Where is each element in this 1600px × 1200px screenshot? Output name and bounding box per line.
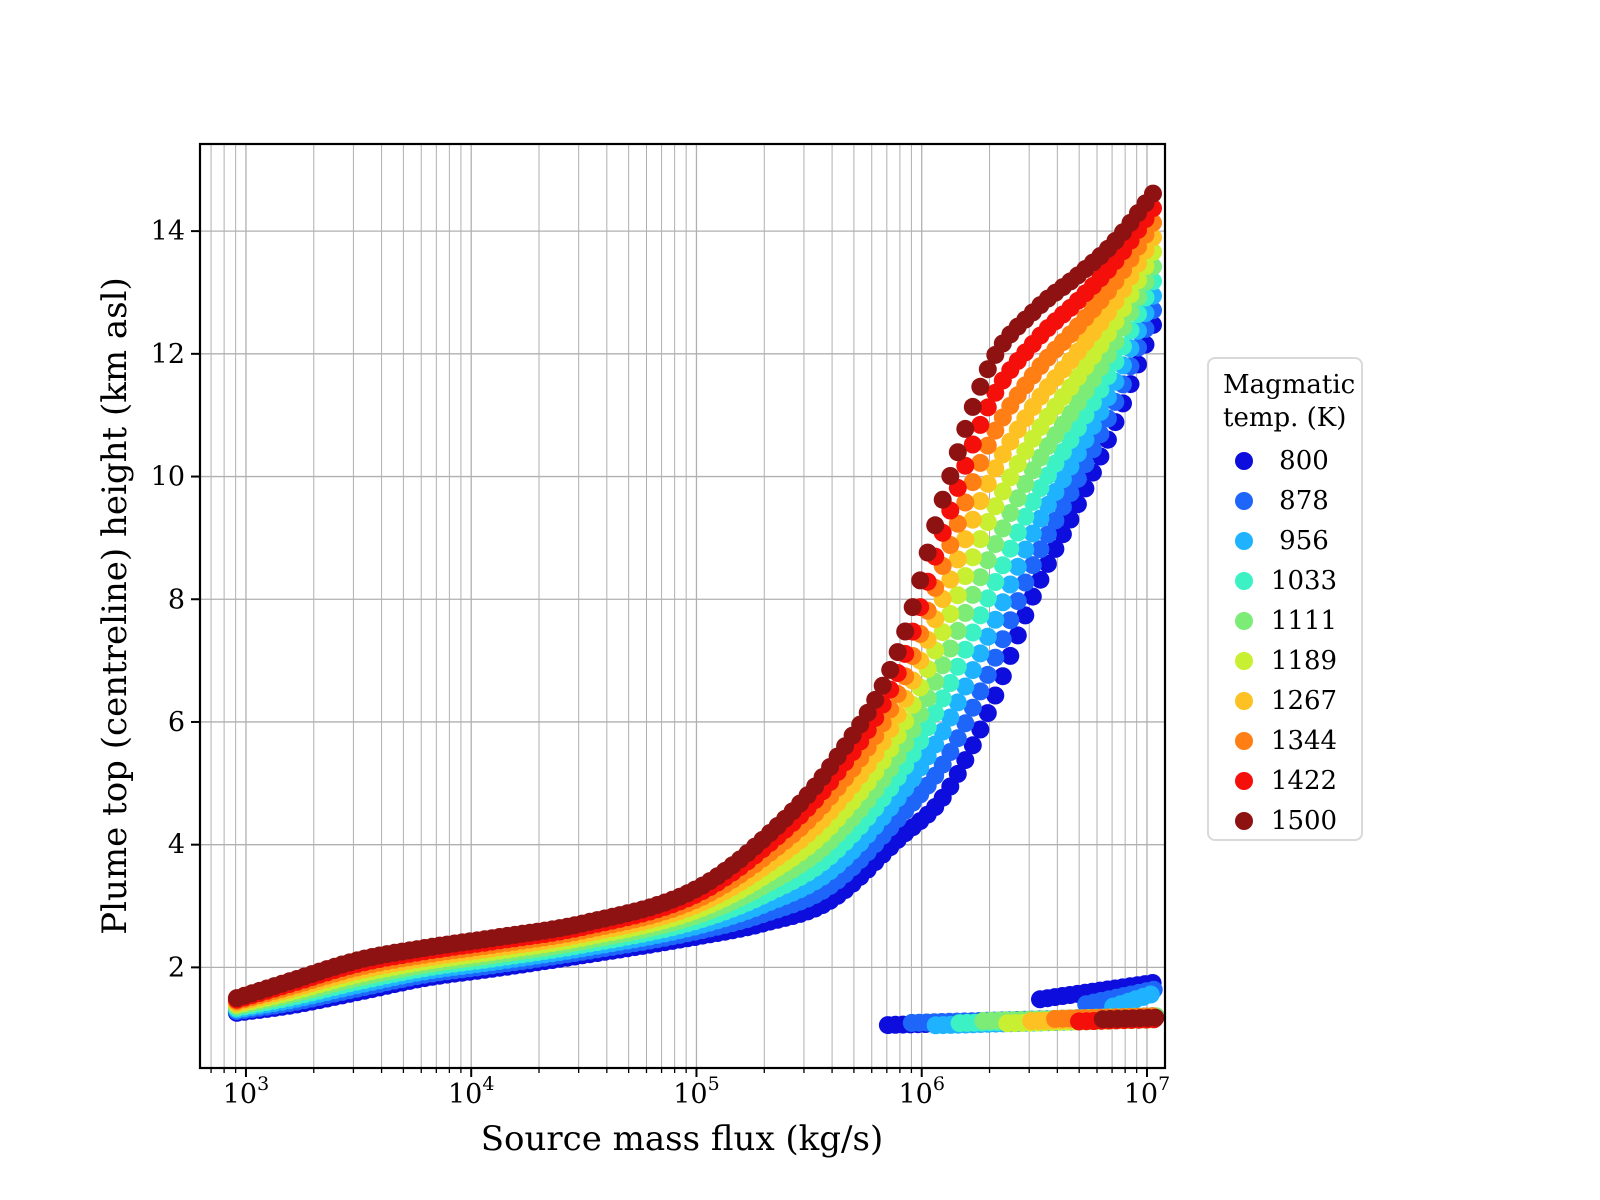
legend-label: 956 xyxy=(1279,526,1329,557)
legend-title: Magmatic temp. (K) xyxy=(1223,369,1355,435)
x-tick-label: 104 xyxy=(448,1073,494,1110)
legend-title-line1: Magmatic xyxy=(1223,370,1356,400)
y-tick-label: 6 xyxy=(168,707,185,738)
legend-swatch xyxy=(1235,772,1253,791)
legend-entry-1267: 1267 xyxy=(1223,681,1355,721)
axes xyxy=(191,142,1167,1077)
legend-entry-1422: 1422 xyxy=(1223,761,1355,801)
legend: Magmatic temp. (K) 800 878 956 1033 1111 1189… xyxy=(1207,357,1363,841)
legend-label: 1189 xyxy=(1270,646,1338,677)
legend-label: 1033 xyxy=(1270,566,1338,597)
x-tick-label: 105 xyxy=(673,1073,719,1110)
legend-entry-1189: 1189 xyxy=(1223,641,1355,681)
legend-entry-956: 956 xyxy=(1223,521,1355,561)
y-tick-label: 10 xyxy=(151,462,185,493)
y-tick-label: 2 xyxy=(168,952,185,983)
y-tick-label: 14 xyxy=(151,216,185,247)
legend-swatch xyxy=(1235,652,1253,671)
x-tick-label: 103 xyxy=(223,1073,269,1110)
legend-title-line2: temp. (K) xyxy=(1223,403,1347,434)
x-tick-label: 106 xyxy=(898,1073,944,1110)
y-tick-label: 8 xyxy=(168,584,185,615)
legend-label: 800 xyxy=(1279,446,1329,477)
y-tick-label: 12 xyxy=(151,339,185,370)
scatter-points xyxy=(227,184,1165,1035)
legend-entry-800: 800 xyxy=(1223,441,1355,481)
y-tick-label: 4 xyxy=(168,830,185,861)
legend-swatch xyxy=(1235,452,1253,471)
legend-swatch xyxy=(1235,812,1253,831)
series-1500 xyxy=(227,184,1165,1029)
legend-entry-1033: 1033 xyxy=(1223,561,1355,601)
legend-swatch xyxy=(1235,492,1253,511)
legend-label: 1111 xyxy=(1270,606,1338,637)
legend-label: 1500 xyxy=(1270,806,1338,837)
legend-entry-1111: 1111 xyxy=(1223,601,1355,641)
y-axis-label: Plume top (centreline) height (km asl) xyxy=(95,277,135,935)
legend-entry-878: 878 xyxy=(1223,481,1355,521)
legend-label: 1344 xyxy=(1270,726,1338,757)
legend-label: 1267 xyxy=(1270,686,1338,717)
legend-swatch xyxy=(1235,572,1253,591)
legend-swatch xyxy=(1235,532,1253,551)
legend-entries: 800 878 956 1033 1111 1189 1267 1344 1422 1500 xyxy=(1223,441,1355,841)
legend-entry-1344: 1344 xyxy=(1223,721,1355,761)
x-tick-label: 107 xyxy=(1124,1073,1170,1110)
legend-label: 1422 xyxy=(1270,766,1338,797)
tick-labels: 103 104 105 106 107 2 4 6 8 10 12 14 xyxy=(151,216,1171,1110)
legend-label: 878 xyxy=(1279,486,1329,517)
legend-swatch xyxy=(1235,732,1253,751)
legend-swatch xyxy=(1235,692,1253,711)
x-axis-label: Source mass flux (kg/s) xyxy=(481,1119,883,1159)
legend-swatch xyxy=(1235,612,1253,631)
legend-entry-1500: 1500 xyxy=(1223,801,1355,841)
